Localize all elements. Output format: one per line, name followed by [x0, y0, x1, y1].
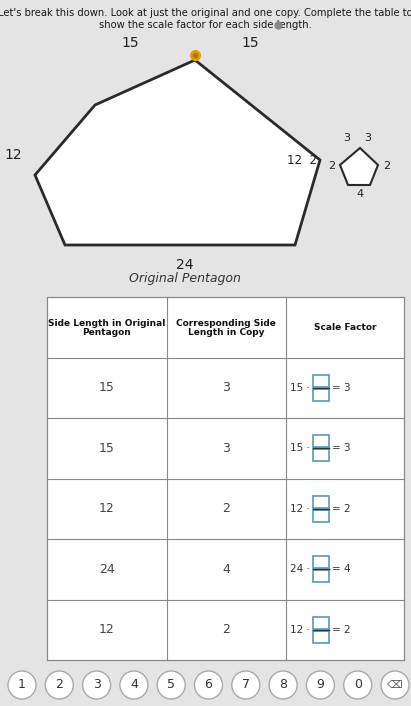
Bar	[313, 630, 329, 642]
Text: Pentagon: Pentagon	[83, 328, 131, 337]
Circle shape	[120, 671, 148, 699]
Text: 7: 7	[242, 678, 250, 691]
Text: 6: 6	[205, 678, 212, 691]
Bar	[47, 297, 404, 660]
Text: 15: 15	[99, 442, 115, 455]
Circle shape	[157, 671, 185, 699]
Text: 12: 12	[5, 148, 22, 162]
Text: 8: 8	[279, 678, 287, 691]
Bar	[313, 389, 329, 401]
Text: = 2: = 2	[332, 504, 351, 514]
Text: = 3: = 3	[332, 383, 351, 393]
Text: 2: 2	[222, 502, 230, 515]
Text: 2: 2	[328, 161, 335, 171]
Bar	[313, 556, 329, 568]
Text: 2: 2	[222, 623, 230, 636]
Text: 3: 3	[222, 381, 230, 394]
Text: Corresponding Side: Corresponding Side	[176, 318, 276, 328]
Text: 12 ·: 12 ·	[290, 504, 310, 514]
Text: show the scale factor for each side length.: show the scale factor for each side leng…	[99, 20, 312, 30]
Text: 0: 0	[354, 678, 362, 691]
Text: = 4: = 4	[332, 564, 351, 574]
Bar	[313, 510, 329, 522]
Text: 15: 15	[121, 36, 139, 50]
Text: 4: 4	[356, 189, 364, 199]
Text: 3: 3	[344, 133, 351, 143]
Text: Length in Copy: Length in Copy	[188, 328, 265, 337]
Text: 4: 4	[130, 678, 138, 691]
Text: = 2: = 2	[332, 625, 351, 635]
Text: 9: 9	[316, 678, 324, 691]
Text: 2: 2	[55, 678, 63, 691]
Text: Original Pentagon: Original Pentagon	[129, 272, 241, 285]
Text: 3: 3	[365, 133, 372, 143]
Text: 12: 12	[99, 623, 115, 636]
Circle shape	[8, 671, 36, 699]
Text: 15: 15	[241, 36, 259, 50]
Text: ⌫: ⌫	[387, 680, 403, 690]
Text: Scale Factor: Scale Factor	[314, 323, 376, 332]
Text: 5: 5	[167, 678, 175, 691]
Circle shape	[232, 671, 260, 699]
Circle shape	[194, 671, 222, 699]
Bar	[313, 496, 329, 508]
Circle shape	[83, 671, 111, 699]
Text: 24: 24	[99, 563, 115, 576]
Circle shape	[45, 671, 73, 699]
Text: 15: 15	[99, 381, 115, 394]
Text: = 3: = 3	[332, 443, 351, 453]
Polygon shape	[35, 60, 320, 245]
Text: Let's break this down. Look at just the original and one copy. Complete the tabl: Let's break this down. Look at just the …	[0, 8, 411, 18]
Circle shape	[269, 671, 297, 699]
Circle shape	[381, 671, 409, 699]
Text: 2: 2	[383, 161, 390, 171]
Text: 24 ·: 24 ·	[290, 564, 310, 574]
Text: Side Length in Original: Side Length in Original	[48, 318, 166, 328]
Bar	[313, 617, 329, 629]
Polygon shape	[340, 148, 378, 185]
Text: 12  2: 12 2	[287, 153, 317, 167]
Bar	[313, 449, 329, 461]
Text: 12 ·: 12 ·	[290, 625, 310, 635]
Bar	[313, 436, 329, 447]
Text: 4: 4	[222, 563, 230, 576]
Text: 24: 24	[176, 258, 194, 272]
Bar	[313, 375, 329, 387]
Text: 15 ·: 15 ·	[290, 383, 310, 393]
Circle shape	[306, 671, 335, 699]
Text: 15 ·: 15 ·	[290, 443, 310, 453]
Text: 3: 3	[92, 678, 101, 691]
Bar	[313, 570, 329, 582]
Text: 3: 3	[222, 442, 230, 455]
Text: 12: 12	[99, 502, 115, 515]
Text: 1: 1	[18, 678, 26, 691]
Circle shape	[344, 671, 372, 699]
